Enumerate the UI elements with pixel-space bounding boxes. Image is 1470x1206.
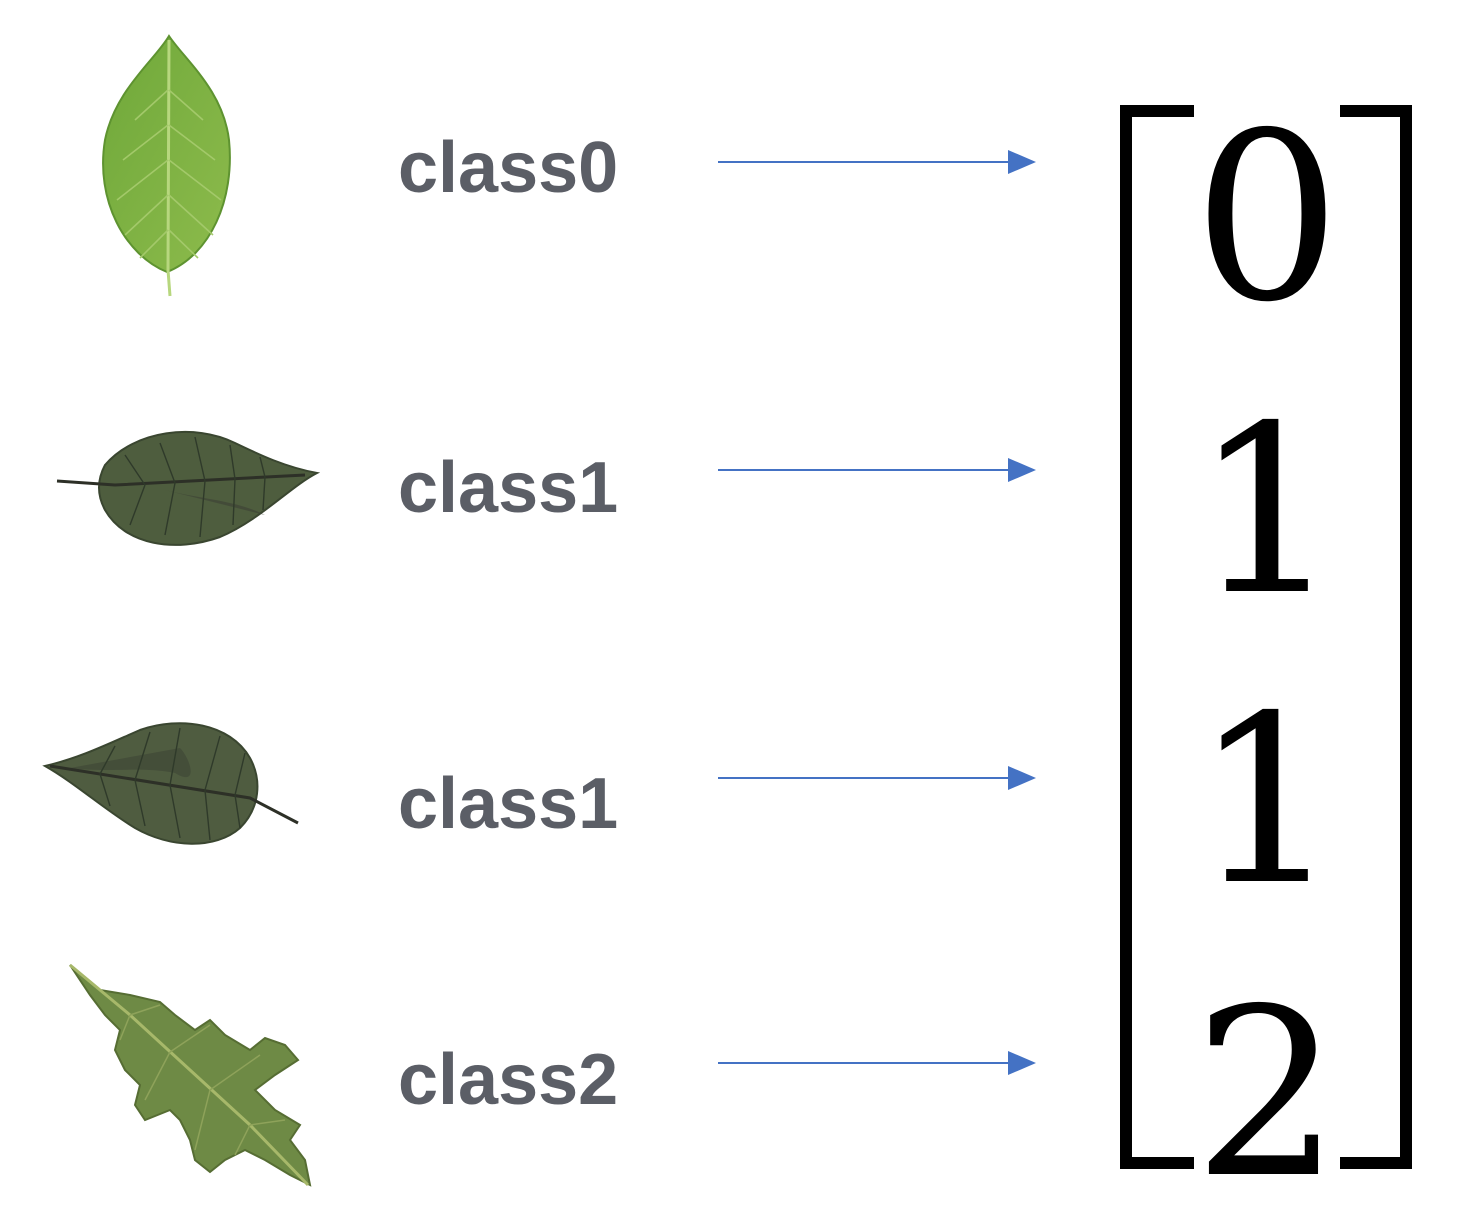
leaf-image-class0 [95, 30, 240, 300]
class-label: class1 [398, 448, 619, 528]
arrow-icon [718, 456, 1038, 484]
leaf-image-class1 [40, 718, 305, 853]
class-label: class2 [398, 1040, 619, 1120]
arrow-icon [718, 764, 1038, 792]
leaf-image-class1 [55, 425, 320, 555]
vector-entry: 1 [1193, 376, 1341, 646]
left-bracket [1118, 105, 1198, 1170]
class-label: class1 [398, 764, 619, 844]
vector-entry: 0 [1193, 83, 1341, 353]
arrow-icon [718, 148, 1038, 176]
leaf-image-class2 [60, 960, 320, 1195]
arrow-icon [718, 1049, 1038, 1077]
right-bracket [1336, 105, 1416, 1170]
class-label: class0 [398, 128, 619, 208]
vector-entry: 1 [1193, 666, 1341, 936]
vector-entry: 2 [1193, 959, 1341, 1206]
